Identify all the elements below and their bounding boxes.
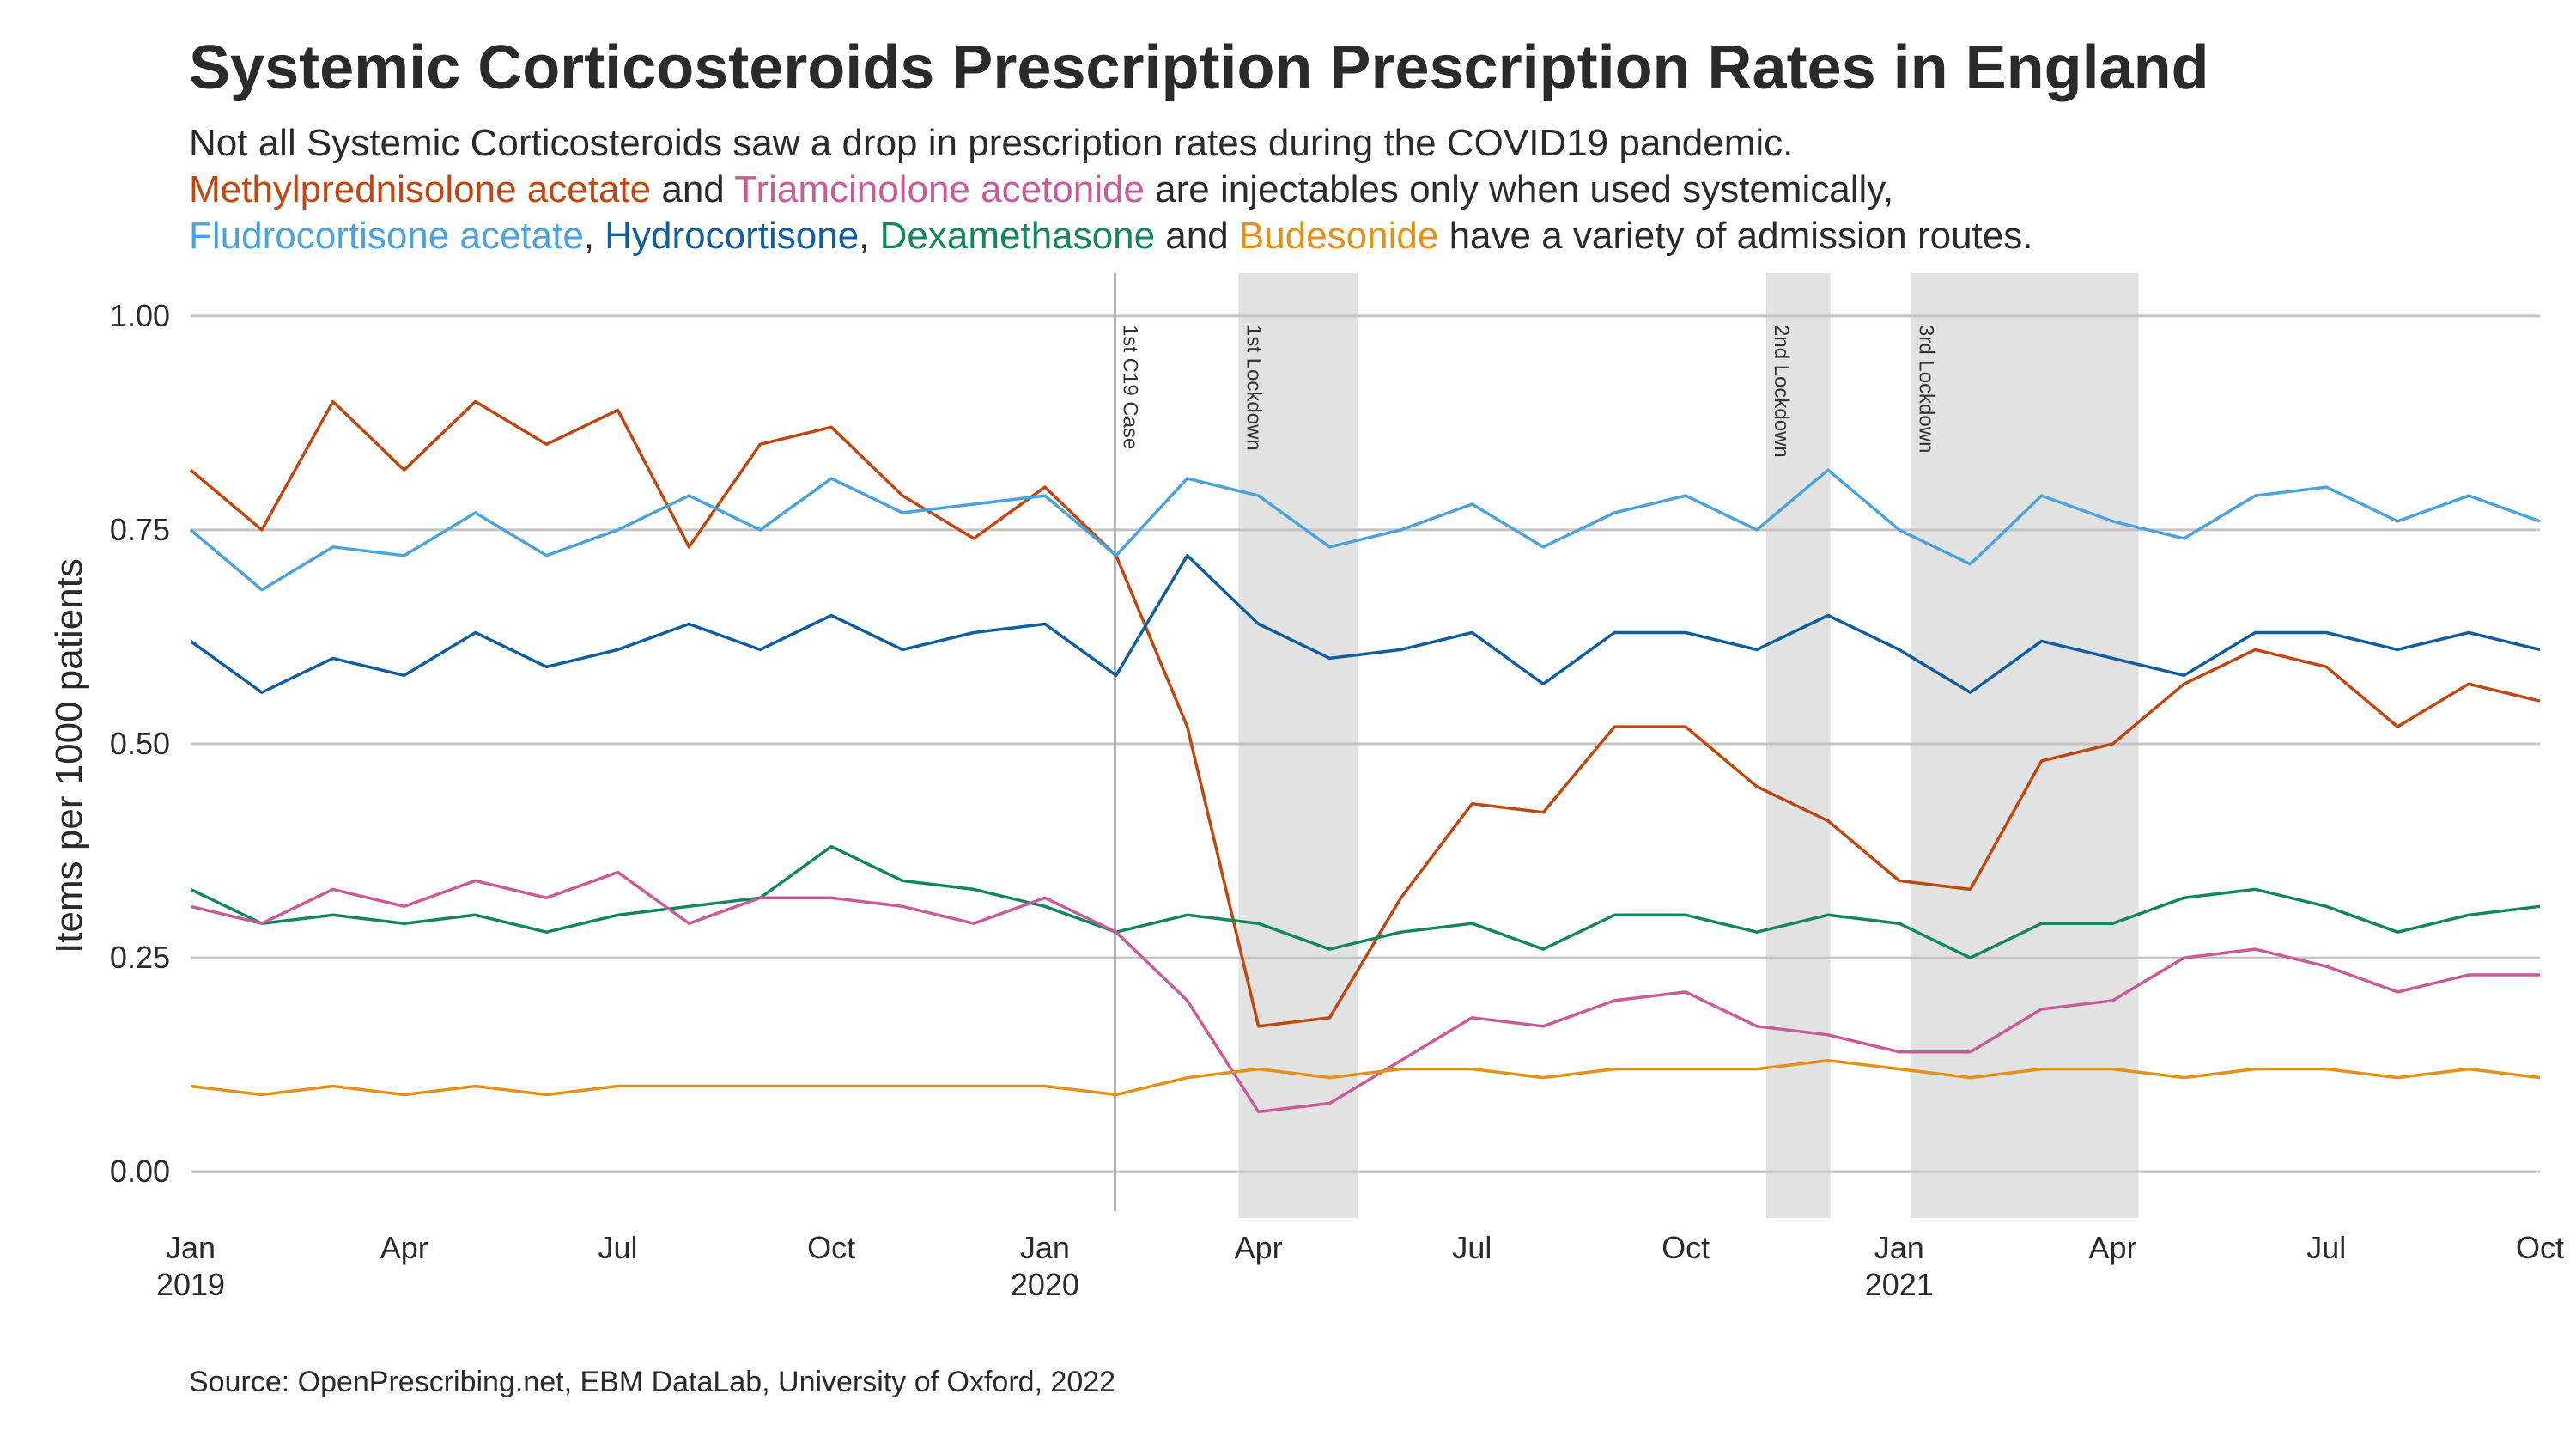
y-axis-label: Items per 1000 patients: [48, 558, 90, 953]
series-line: [190, 870, 2540, 1114]
chart-title: Systemic Corticosteroids Prescription Pr…: [189, 33, 2209, 102]
subtitle-text: ,: [583, 215, 605, 257]
x-tick-label: Apr: [1235, 1230, 1283, 1265]
subtitle-methylprednisolone: Methylprednisolone acetate: [189, 168, 652, 210]
series-line: [190, 1058, 2541, 1097]
gridlines: [191, 314, 2540, 1173]
x-tick-year-label: 2021: [1865, 1267, 1934, 1302]
series-line: [189, 554, 2541, 694]
y-tick-label: 0.75: [110, 512, 170, 547]
y-tick-label: 1.00: [110, 298, 170, 333]
y-axis-ticks: 0.00 0.25 0.50 0.75 1.00: [110, 298, 170, 1189]
subtitle-budesonide: Budesonide: [1238, 215, 1439, 257]
series-line: [190, 844, 2541, 959]
x-tick-label: Jan: [1874, 1230, 1924, 1265]
x-tick-year-label: 2020: [1011, 1267, 1079, 1302]
subtitle-text: and: [651, 168, 735, 210]
series-lines: [189, 399, 2541, 1114]
chart-subtitle: Not all Systemic Corticosteroids saw a d…: [189, 120, 2032, 259]
subtitle-text: have a variety of admission routes.: [1438, 215, 2033, 257]
y-tick-label: 0.25: [110, 940, 170, 975]
x-tick-label: Jul: [598, 1230, 637, 1265]
series-line: [189, 468, 2541, 592]
event-label: 3rd Lockdown: [1914, 325, 1937, 453]
series-line: [189, 399, 2541, 1028]
x-tick-label: Jan: [1020, 1230, 1070, 1265]
subtitle-fludrocortisone: Fludrocortisone acetate: [189, 215, 584, 257]
subtitle-text: and: [1155, 215, 1239, 257]
x-tick-label: Oct: [1662, 1230, 1710, 1265]
event-label: 1st C19 Case: [1118, 325, 1141, 449]
x-tick-label: Apr: [2089, 1230, 2137, 1265]
event-label: 2nd Lockdown: [1770, 325, 1793, 458]
y-tick-label: 0.50: [110, 726, 170, 761]
x-tick-year-label: 2019: [156, 1267, 225, 1302]
x-tick-label: Oct: [807, 1230, 855, 1265]
x-tick-label: Jan: [166, 1230, 216, 1265]
x-tick-label: Jul: [2306, 1230, 2346, 1265]
subtitle-line-2: Methylprednisolone acetate and Triamcino…: [189, 167, 2032, 213]
lockdown-band: [1238, 273, 1358, 1218]
event-labels: 1st C19 Case 1st Lockdown 2nd Lockdown 3rd …: [1118, 325, 1937, 458]
y-tick-label: 0.00: [110, 1154, 170, 1189]
event-label: 1st Lockdown: [1242, 325, 1266, 451]
x-tick-label: Apr: [380, 1230, 428, 1265]
x-tick-label: Jul: [1452, 1230, 1492, 1265]
subtitle-text: ,: [859, 215, 880, 257]
subtitle-line-1: Not all Systemic Corticosteroids saw a d…: [189, 122, 1794, 164]
subtitle-line-3: Fludrocortisone acetate, Hydrocortisone,…: [189, 213, 2032, 259]
chart-caption: Source: OpenPrescribing.net, EBM DataLab…: [189, 1366, 1116, 1398]
subtitle-triamcinolone: Triamcinolone acetonide: [734, 168, 1145, 210]
x-tick-label: Oct: [2516, 1230, 2564, 1265]
subtitle-hydrocortisone: Hydrocortisone: [605, 215, 860, 257]
subtitle-text: are injectables only when used systemica…: [1144, 168, 1894, 210]
subtitle-dexamethasone: Dexamethasone: [879, 215, 1156, 257]
